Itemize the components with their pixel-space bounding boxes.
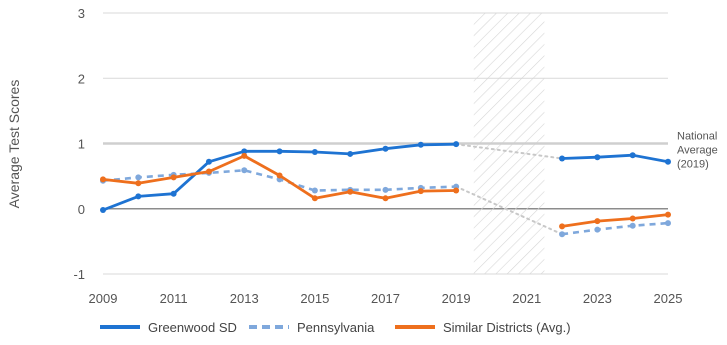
data-point — [594, 226, 601, 233]
tick-label-layer: 3 2 1 0 -1 2009 2011 2013 2015 2017 2019 2021 2023 20… — [73, 6, 682, 306]
data-point — [559, 231, 566, 238]
data-point — [665, 211, 671, 218]
series-0 — [100, 141, 671, 214]
data-point — [629, 222, 636, 229]
x-tick-label: 2009 — [89, 291, 118, 306]
data-point — [347, 188, 354, 195]
data-point — [347, 150, 354, 157]
data-point — [276, 172, 283, 179]
gap-connector — [455, 143, 564, 160]
reference-label-line: Average — [677, 145, 718, 157]
reference-label-line: National — [677, 131, 717, 143]
gap-connector-layer — [455, 143, 564, 236]
data-point — [241, 148, 248, 155]
data-point — [629, 152, 636, 159]
y-axis-label: Average Test Scores — [6, 80, 22, 209]
data-point — [311, 187, 318, 194]
data-point — [382, 145, 389, 152]
series-1 — [100, 167, 671, 238]
y-tick-label: -1 — [73, 267, 85, 282]
data-point — [382, 186, 389, 193]
data-point — [629, 215, 636, 222]
data-point — [100, 176, 106, 183]
data-point — [594, 218, 601, 225]
data-point — [594, 154, 601, 161]
reference-line-label: National Average (2019) — [677, 131, 718, 171]
x-tick-label: 2015 — [300, 291, 329, 306]
legend-label: Pennsylvania — [297, 320, 375, 335]
x-tick-label: 2023 — [583, 291, 612, 306]
data-point — [170, 174, 177, 181]
series-line — [561, 221, 669, 236]
data-point — [417, 141, 424, 148]
reference-label-line: (2019) — [677, 159, 709, 171]
x-tick-label: 2019 — [442, 291, 471, 306]
y-tick-label: 0 — [78, 202, 85, 217]
x-tick-label: 2021 — [512, 291, 541, 306]
data-point — [311, 195, 318, 202]
data-point — [135, 193, 142, 200]
data-point — [205, 168, 212, 175]
y-tick-label: 1 — [78, 137, 85, 152]
y-tick-label: 2 — [78, 71, 85, 86]
data-point — [665, 158, 671, 165]
series-line — [561, 213, 669, 228]
grid-layer — [103, 12, 668, 275]
legend-label: Greenwood SD — [148, 320, 237, 335]
data-point — [453, 187, 460, 194]
data-point — [135, 180, 142, 187]
x-tick-label: 2017 — [371, 291, 400, 306]
data-point — [453, 141, 460, 148]
y-tick-label: 3 — [78, 6, 85, 21]
data-point — [241, 167, 248, 174]
x-tick-label: 2013 — [230, 291, 259, 306]
data-point — [665, 220, 671, 227]
data-point — [135, 174, 142, 181]
x-tick-label: 2011 — [160, 291, 188, 306]
series-line — [562, 153, 669, 164]
legend: Greenwood SD Pennsylvania Similar District… — [100, 320, 571, 335]
x-tick-label: 2025 — [654, 291, 683, 306]
data-point — [100, 207, 106, 214]
data-point — [382, 195, 389, 202]
data-point — [205, 158, 212, 165]
gap-connector — [455, 185, 564, 236]
data-point — [170, 190, 177, 197]
series-layer — [100, 141, 671, 238]
data-point — [559, 223, 566, 230]
legend-label: Similar Districts (Avg.) — [443, 320, 571, 335]
series-2 — [100, 152, 671, 230]
data-point — [417, 188, 424, 195]
data-point — [241, 152, 248, 159]
data-point — [311, 148, 318, 155]
data-point — [559, 155, 566, 162]
data-point — [276, 148, 283, 155]
